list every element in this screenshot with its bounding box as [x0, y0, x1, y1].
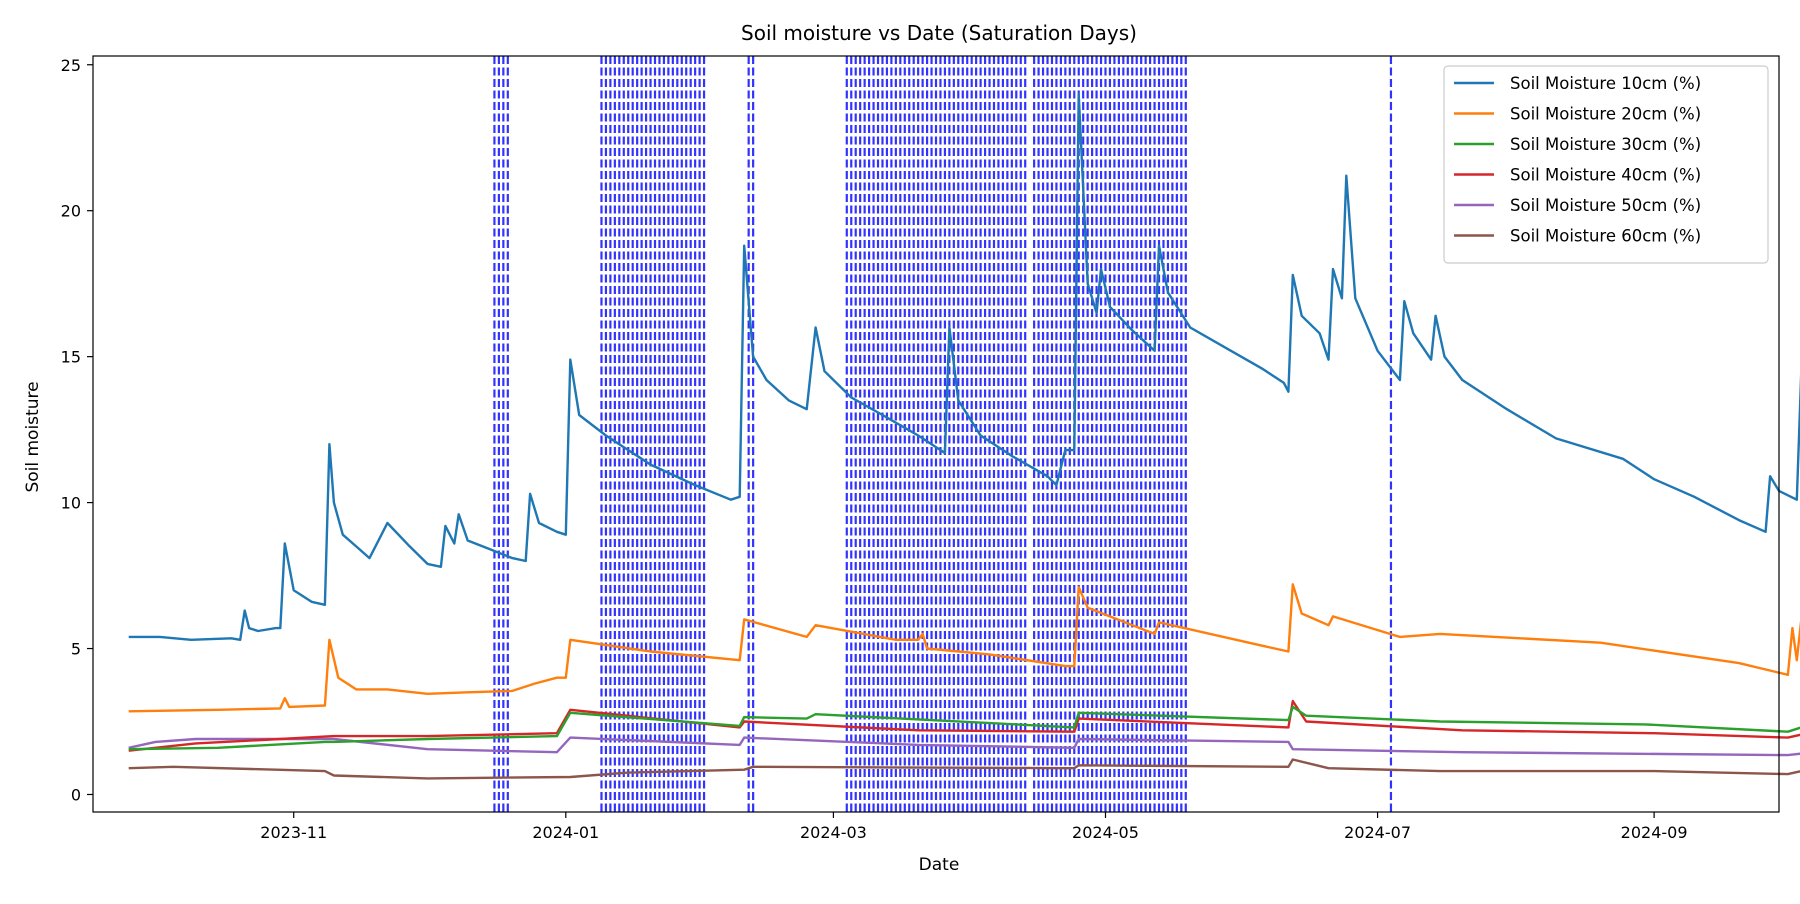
y-tick-label: 15 [61, 348, 81, 367]
legend-label: Soil Moisture 10cm (%) [1510, 74, 1701, 93]
y-tick-label: 0 [71, 785, 81, 804]
chart-title: Soil moisture vs Date (Saturation Days) [741, 21, 1137, 45]
series-line-2 [128, 583, 1800, 713]
x-tick-label: 2024-07 [1344, 823, 1411, 842]
legend: Soil Moisture 10cm (%) Soil Moisture 20cm… [1443, 65, 1769, 264]
y-tick-label: 20 [61, 202, 81, 221]
y-axis-label: Soil moisture [23, 381, 43, 492]
series-line-1 [128, 92, 1800, 641]
x-tick-label: 2024-01 [532, 823, 599, 842]
legend-box [1443, 65, 1769, 264]
x-axis-label: Date [919, 855, 960, 875]
legend-label: Soil Moisture 30cm (%) [1510, 135, 1701, 154]
series-line-5 [128, 736, 1800, 757]
series-lines [128, 92, 1800, 780]
axes: 0 5 10 15 20 25 2023-11 2024-01 2024-03 2024-05 20… [61, 55, 1780, 842]
y-tick-label: 5 [71, 640, 81, 659]
legend-label: Soil Moisture 50cm (%) [1510, 196, 1701, 215]
plot-frame [92, 55, 1780, 813]
y-tick-label: 10 [61, 494, 81, 513]
legend-label: Soil Moisture 60cm (%) [1510, 227, 1701, 246]
legend-label: Soil Moisture 40cm (%) [1510, 166, 1701, 185]
x-tick-label: 2023-11 [260, 823, 327, 842]
x-tick-label: 2024-09 [1621, 823, 1688, 842]
series-line-6 [128, 758, 1800, 780]
y-tick-label: 25 [61, 56, 81, 75]
x-tick-label: 2024-05 [1072, 823, 1139, 842]
series-line-4 [128, 699, 1800, 752]
series-line-3 [128, 705, 1800, 751]
x-tick-label: 2024-03 [800, 823, 867, 842]
legend-label: Soil Moisture 20cm (%) [1510, 105, 1701, 124]
